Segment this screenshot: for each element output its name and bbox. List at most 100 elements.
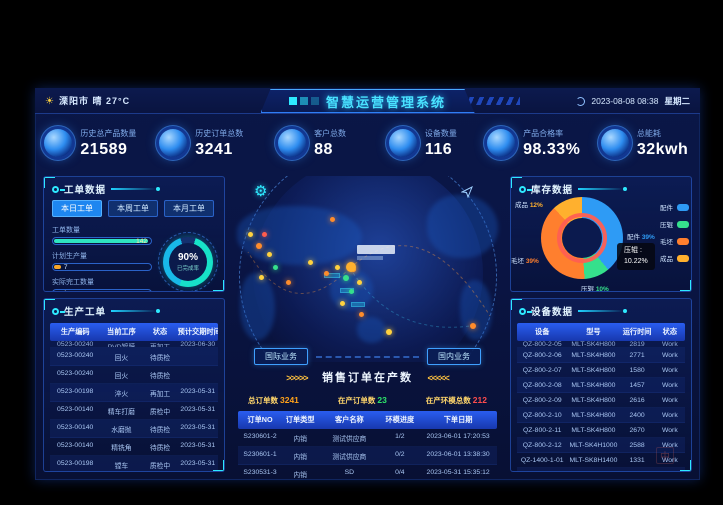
map-marker xyxy=(470,322,477,329)
bar-value: 142 xyxy=(136,238,147,245)
weather-city: 溧阳市 xyxy=(58,96,89,106)
tab-0[interactable]: 本日工单 xyxy=(52,200,102,217)
header-stripes-right xyxy=(450,97,520,105)
legend-label: 配件 xyxy=(660,205,673,212)
title-line-decoration xyxy=(578,187,628,191)
tab-2[interactable]: 本月工单 xyxy=(164,200,214,217)
center-column: ⚙ 国际业务 国内业务 >>>>> 销售订单在产数 <<<<< 总订单数 xyxy=(232,176,503,479)
legend-label: 压辊 xyxy=(660,222,673,229)
map-marker xyxy=(286,280,292,286)
gauge-label: 已完成率 xyxy=(176,266,199,272)
map-marker xyxy=(334,265,340,271)
map-marker xyxy=(307,259,313,265)
legend-label: 毛坯 xyxy=(660,239,673,246)
page-title: 智慧运营管理系统 xyxy=(325,94,446,110)
kpi-icon xyxy=(44,129,73,157)
table-row: 0523-00240 回火 待质检 xyxy=(50,366,218,384)
dash-line-decoration xyxy=(316,355,419,358)
kpi-icon xyxy=(600,129,629,157)
sales-stats: 总订单数 3241 在产订单数 23 在产环模总数 212 xyxy=(232,390,503,408)
kpi-label: 产品合格率 xyxy=(523,128,564,138)
legend-swatch xyxy=(677,254,689,262)
table-row: 0523-00140 精车打磨 质检中 2023-05-31 xyxy=(50,402,218,420)
stat-2: 在产环模总数 212 xyxy=(425,395,487,405)
completion-gauge: 90% 已完成率 xyxy=(158,232,218,291)
legend-swatch xyxy=(677,237,689,245)
header-bar: 溧阳市 晴 27°C 智慧运营管理系统 2023-08-08 08:38 星期二 xyxy=(35,88,700,114)
equipment-table: 设备 型号 运行时间 状态 QZ-800-2-05 MLT-SK4H800 2819 Work… xyxy=(517,323,685,471)
weather-info: 溧阳市 晴 27°C xyxy=(45,88,130,115)
inventory-donut-chart xyxy=(541,197,623,279)
refresh-icon[interactable] xyxy=(576,96,586,106)
continent-shape xyxy=(240,272,276,340)
globe-glow xyxy=(252,176,483,362)
table-row: 0523-00240 PVD镀膜 再加工 2023-06-30 xyxy=(50,341,218,348)
donut-callout: 毛坯 39% xyxy=(511,258,539,265)
work-order-tabs: 本日工单 本周工单 本月工单 xyxy=(44,199,224,219)
table-row: QZ-800-2-05 MLT-SK4H800 2819 Work xyxy=(517,341,685,348)
table-row: QZ-800-2-12 MLT-SK4H1000 2588 Work xyxy=(517,438,685,453)
map-marker xyxy=(256,242,263,249)
tab-1[interactable]: 本周工单 xyxy=(108,200,158,217)
kpi-label: 总能耗 xyxy=(636,128,661,138)
weekday: 星期二 xyxy=(664,96,690,106)
panel-title: 生产工单 xyxy=(64,307,107,318)
table-row: QZ-800-2-07 MLT-SK4H800 1580 Work xyxy=(517,363,685,378)
continent-shape xyxy=(356,317,387,344)
datetime: 2023-08-08 08:38 xyxy=(591,96,659,106)
table-row: QZ-800-2-06 MLT-SK4H800 2771 Work xyxy=(517,348,685,363)
sales-table: 订单NO 订单类型 客户名称 环模进度 下单日期 S230601-2 内销 测试供应商 1/2 2… xyxy=(238,411,497,480)
kpi-value: 21589 xyxy=(80,140,128,158)
map-marker xyxy=(248,231,254,237)
inventory-chart-area: 成品 12% 配件 39% 压辊 10% 毛坯 39% 压辊 : 10.22% 配件压… xyxy=(511,197,691,291)
legend-item: 配件 xyxy=(660,202,689,212)
bar-track: 4 xyxy=(52,289,152,291)
map-marker xyxy=(324,270,330,276)
title-banner: 智慧运营管理系统 xyxy=(261,89,475,113)
map-marker xyxy=(343,274,350,281)
inventory-panel: 库存数据 成品 12% 配件 39% 压辊 10% 毛坯 39% 压辊 : 10.22… xyxy=(510,176,692,292)
title-line-decoration xyxy=(111,309,161,313)
key-icon xyxy=(52,307,65,315)
map-marker xyxy=(267,252,273,258)
domestic-business-button[interactable]: 国内业务 xyxy=(427,348,481,365)
kpi-value: 116 xyxy=(424,140,453,158)
intl-business-button[interactable]: 国际业务 xyxy=(254,348,308,365)
flight-arcs xyxy=(247,245,491,328)
title-line-decoration xyxy=(111,187,161,191)
right-column: 库存数据 成品 12% 配件 39% 压辊 10% 毛坯 39% 压辊 : 10.22… xyxy=(510,176,692,472)
panel-title-row: 工单数据 xyxy=(44,177,224,199)
watermark: 中 xyxy=(656,447,674,464)
map-marker xyxy=(261,231,267,237)
bar-row-1: 计划生产量 7 xyxy=(52,251,152,271)
title-square-icon xyxy=(300,97,308,105)
title-line-decoration xyxy=(578,309,628,313)
stat-0: 总订单数 3241 xyxy=(248,395,299,405)
donut-callout: 配件 39% xyxy=(627,234,655,241)
legend-item: 压辊 xyxy=(660,219,689,229)
kpi-value: 98.33% xyxy=(523,140,581,158)
continent-shape xyxy=(459,280,493,340)
key-icon xyxy=(519,185,532,193)
map-label-chip xyxy=(351,302,366,308)
kpi-1: 历史订单总数 3241 xyxy=(146,114,257,172)
map-marker xyxy=(359,311,365,317)
production-panel: 生产工单 生产编码 当前工序 状态 预计交期时间 0523-00240 PVD镀膜 再加工 2… xyxy=(43,298,225,472)
panel-title-row: 库存数据 xyxy=(511,177,691,199)
table-row: 0523-00140 精铣角 待质检 2023-05-31 xyxy=(50,438,218,456)
world-map: ⚙ xyxy=(232,176,503,362)
map-marker xyxy=(259,274,265,280)
table-row: QZ-800-2-08 MLT-SK4H800 1457 Work xyxy=(517,378,685,393)
weather-condition: 晴 xyxy=(92,96,103,106)
clock-area: 2023-08-08 08:38 星期二 xyxy=(576,88,690,114)
table-row: S230601-1 内销 测试供应商 0/2 2023-06-01 13:38:30 xyxy=(238,447,497,465)
legend-swatch xyxy=(677,220,689,228)
table-row: S230531-3 内销 SD 0/4 2023-05-31 15:35:12 xyxy=(238,465,497,480)
kpi-icon xyxy=(159,129,188,157)
map-tooltip xyxy=(356,244,395,260)
panel-title-row: 生产工单 xyxy=(44,299,224,321)
title-square-icon xyxy=(289,97,297,105)
kpi-row: 历史总产品数量 21589 历史订单总数 3241 客户总数 88 设备数量 116 产品合格率… xyxy=(35,114,700,172)
bar-row-0: 工单数量 142 xyxy=(52,225,152,245)
